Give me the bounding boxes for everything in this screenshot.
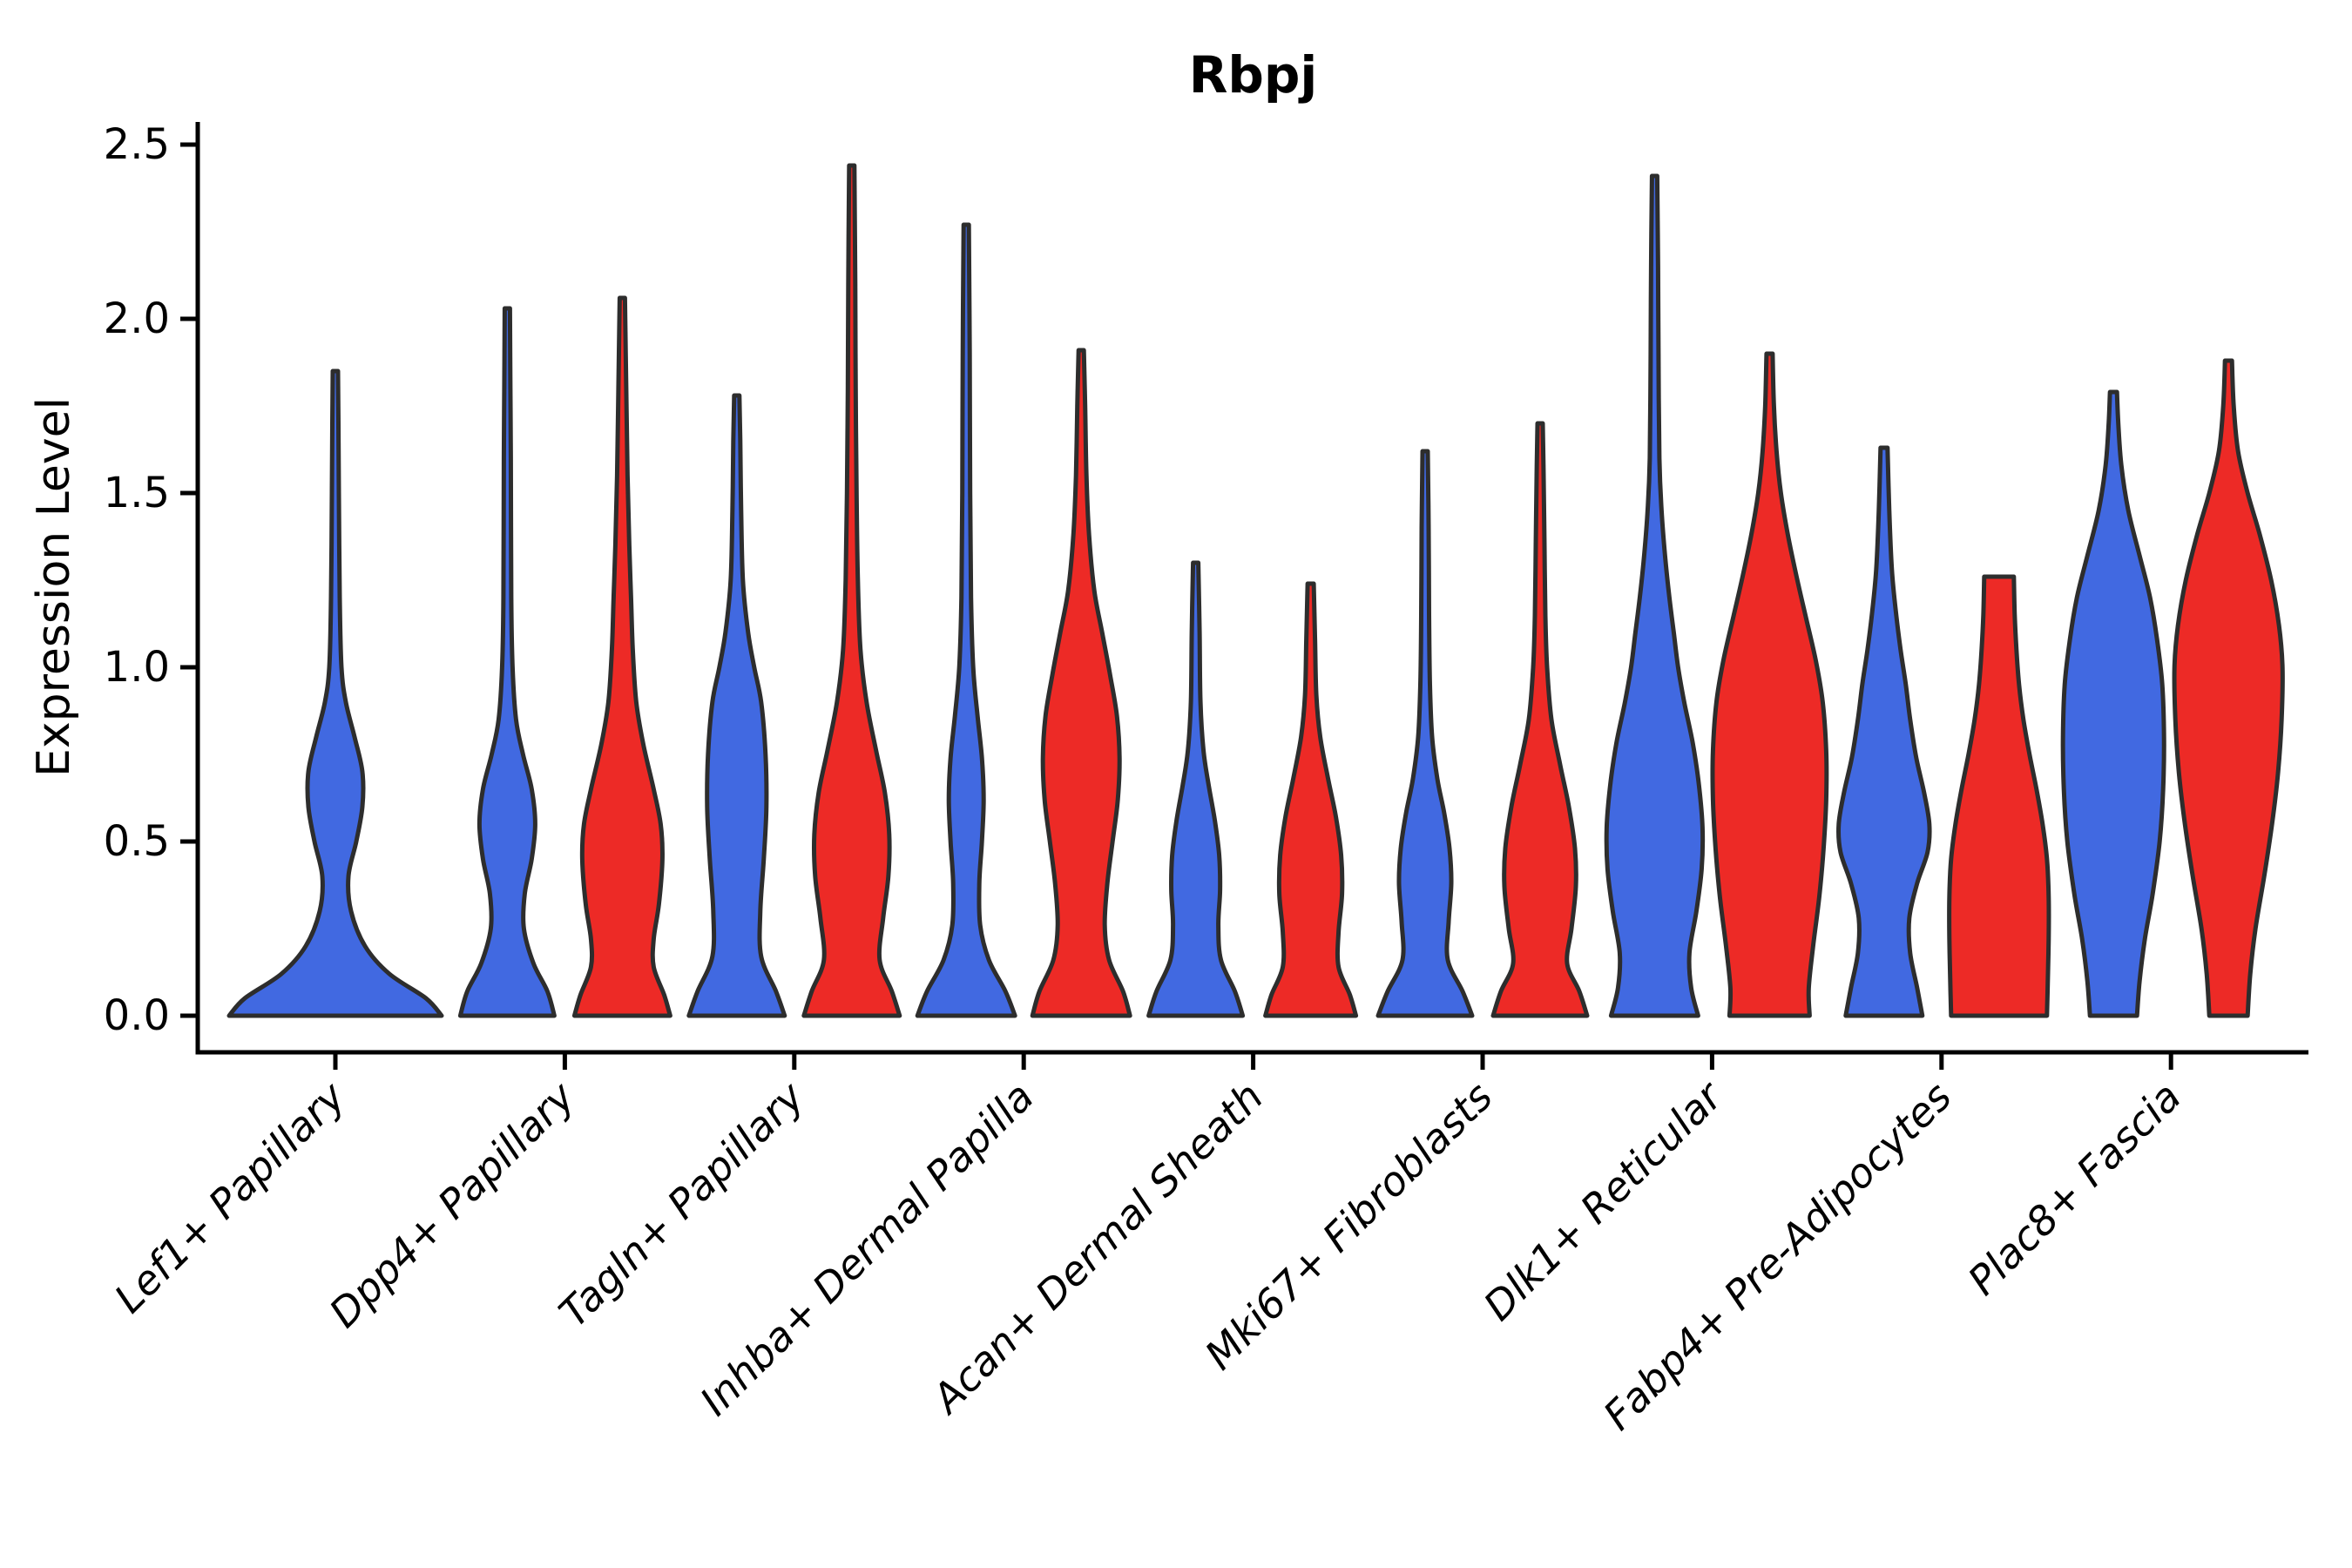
y-tick-label: 0.0: [104, 991, 170, 1040]
x-tick-label: Dlk1+ Reticular: [1475, 1071, 1734, 1329]
violin-mki67-fibroblasts-blue: [1375, 449, 1475, 1018]
violin-mki67-fibroblasts-red: [1490, 421, 1590, 1018]
x-tick-label: Dpp4+ Papillary: [321, 1072, 585, 1336]
x-tick-label: Lef1+ Papillary: [105, 1072, 355, 1321]
violin-tagln-papillary-blue: [686, 393, 787, 1018]
violin-dpp4-papillary-blue: [457, 306, 557, 1018]
y-tick-label: 0.5: [104, 817, 170, 866]
violin-dlk1-reticular-blue: [1604, 173, 1706, 1018]
y-axis-label: Expression Level: [28, 396, 80, 778]
violin-fabp4-pre-adipocytes-red: [1947, 574, 2051, 1018]
y-tick-label: 1.0: [104, 643, 170, 692]
y-tick-label: 1.5: [104, 469, 170, 517]
violin-lef1-papillary-blue: [226, 368, 444, 1018]
violin-dlk1-reticular-red: [1710, 351, 1829, 1018]
violin-plac8-fascia-red: [2172, 358, 2285, 1018]
violin-dpp4-papillary-red: [571, 295, 672, 1018]
violin-inhba-dermal-papilla-blue: [915, 222, 1017, 1018]
x-tick-label: Tagln+ Papillary: [550, 1072, 814, 1336]
chart-title: Rbpj: [1188, 45, 1318, 105]
violin-inhba-dermal-papilla-red: [1030, 348, 1132, 1018]
y-tick-label: 2.5: [104, 120, 170, 169]
x-tick-label: Plac8+ Fascia: [1959, 1073, 2190, 1304]
violin-acan-dermal-sheath-red: [1263, 581, 1359, 1018]
y-tick-label: 2.0: [104, 294, 170, 343]
violin-acan-dermal-sheath-blue: [1146, 560, 1246, 1018]
violin-tagln-papillary-red: [801, 163, 902, 1018]
violin-plac8-fascia-blue: [2060, 389, 2166, 1018]
violin-fabp4-pre-adipocytes-blue: [1835, 445, 1932, 1018]
